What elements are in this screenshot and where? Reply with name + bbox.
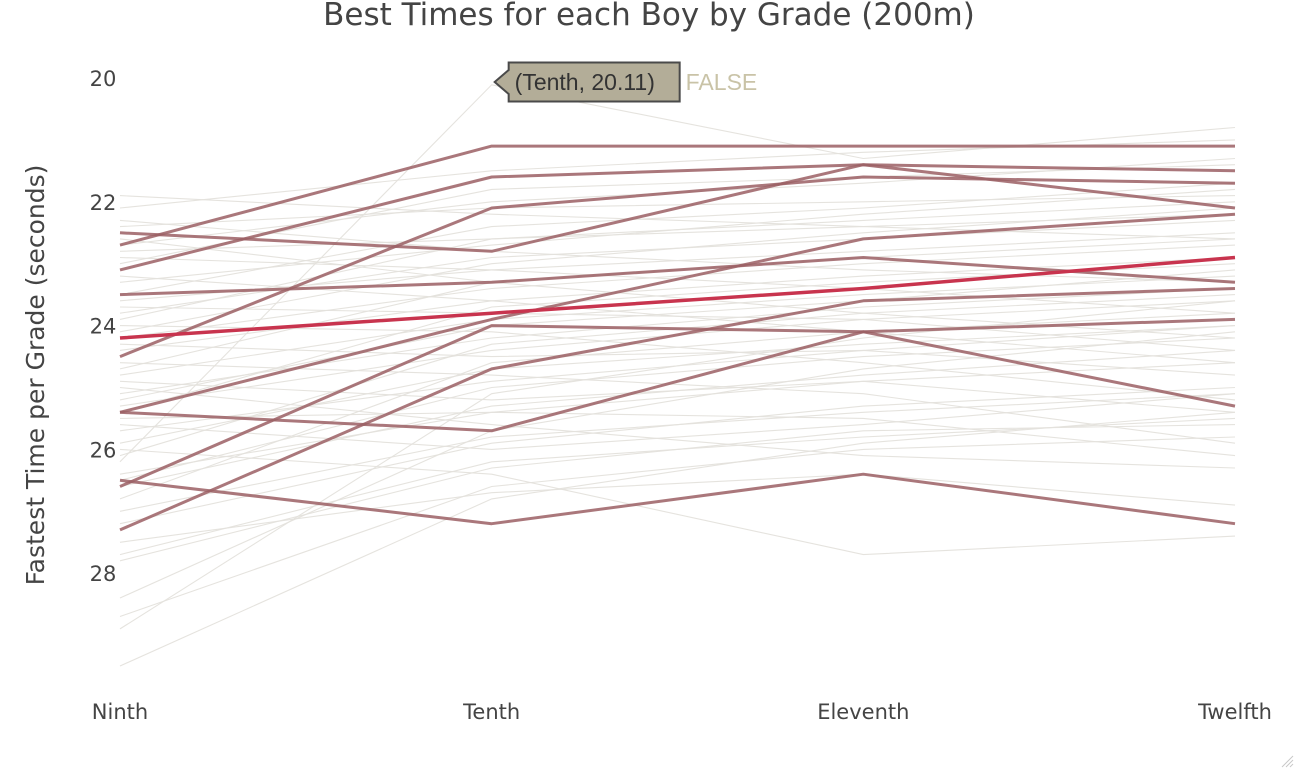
y-tick-label: 22: [90, 191, 117, 215]
x-tick-label: Twelfth: [1197, 700, 1272, 724]
y-tick-label: 26: [90, 438, 117, 462]
tooltip-label: (Tenth, 20.11): [515, 69, 655, 95]
background-series-line[interactable]: [119, 473, 1236, 543]
y-tick-label: 24: [90, 315, 117, 339]
background-series-line[interactable]: [119, 84, 1236, 463]
y-axis-label: Fastest Time per Grade (seconds): [21, 165, 50, 586]
background-series-line[interactable]: [119, 362, 1236, 475]
background-series-line[interactable]: [119, 213, 1236, 320]
highlight-series-line[interactable]: [119, 256, 1236, 297]
highlight-series-line[interactable]: [119, 144, 1235, 247]
background-series-line[interactable]: [119, 424, 1236, 562]
background-series-line[interactable]: [119, 182, 1236, 296]
background-series-line[interactable]: [119, 188, 1236, 283]
x-tick-label: Ninth: [92, 700, 148, 724]
chart-title: Best Times for each Boy by Grade (200m): [323, 0, 975, 33]
background-series-line[interactable]: [119, 448, 1236, 556]
background-series-line[interactable]: [119, 411, 1236, 457]
background-series-line[interactable]: [119, 294, 1236, 457]
highlight-series-line[interactable]: [119, 175, 1236, 358]
background-series-line[interactable]: [119, 380, 1236, 413]
background-series-line[interactable]: [119, 343, 1236, 376]
highlight-series-line[interactable]: [119, 472, 1236, 526]
background-series-line[interactable]: [119, 139, 1236, 209]
background-series-line[interactable]: [119, 393, 1236, 450]
focus-series-group: [119, 255, 1236, 340]
background-series-line[interactable]: [119, 417, 1236, 556]
background-series-line[interactable]: [119, 337, 1236, 481]
background-series-line[interactable]: [119, 269, 1236, 401]
highlight-series-line[interactable]: [119, 324, 1236, 488]
highlight-series-line[interactable]: [119, 287, 1236, 532]
background-series-line[interactable]: [119, 195, 1236, 228]
background-series-line[interactable]: [119, 219, 1236, 283]
background-series-line[interactable]: [119, 287, 1236, 395]
background-series-line[interactable]: [119, 331, 1236, 599]
background-series-line[interactable]: [119, 312, 1236, 500]
y-tick-label: 20: [90, 67, 117, 91]
x-tick-label: Tenth: [462, 700, 520, 724]
background-series-line[interactable]: [119, 362, 1236, 444]
y-tick-label: 28: [90, 562, 117, 586]
tooltip-box: [493, 61, 681, 103]
focus-series-line[interactable]: [119, 255, 1236, 340]
background-series-line[interactable]: [119, 244, 1236, 339]
background-series-line[interactable]: [119, 306, 1236, 351]
background-series-line[interactable]: [119, 393, 1236, 512]
highlight-series-line[interactable]: [119, 212, 1236, 414]
hover-tooltip: (Tenth, 20.11) FALSE: [493, 61, 758, 103]
highlight-series-line[interactable]: [119, 163, 1236, 272]
x-axis-ticks: Ninth Tenth Eleventh Twelfth: [92, 700, 1272, 724]
highlight-series-line[interactable]: [119, 163, 1236, 253]
highlight-series-group: [119, 144, 1236, 532]
background-series-line[interactable]: [119, 195, 1236, 240]
x-tick-label: Eleventh: [817, 700, 909, 724]
highlight-series-line[interactable]: [119, 317, 1236, 433]
y-axis-ticks: 20 22 24 26 28: [90, 67, 117, 586]
tooltip-extra-label: FALSE: [686, 69, 758, 95]
background-series-line[interactable]: [119, 436, 1236, 618]
resize-handle-icon[interactable]: [1278, 752, 1294, 768]
